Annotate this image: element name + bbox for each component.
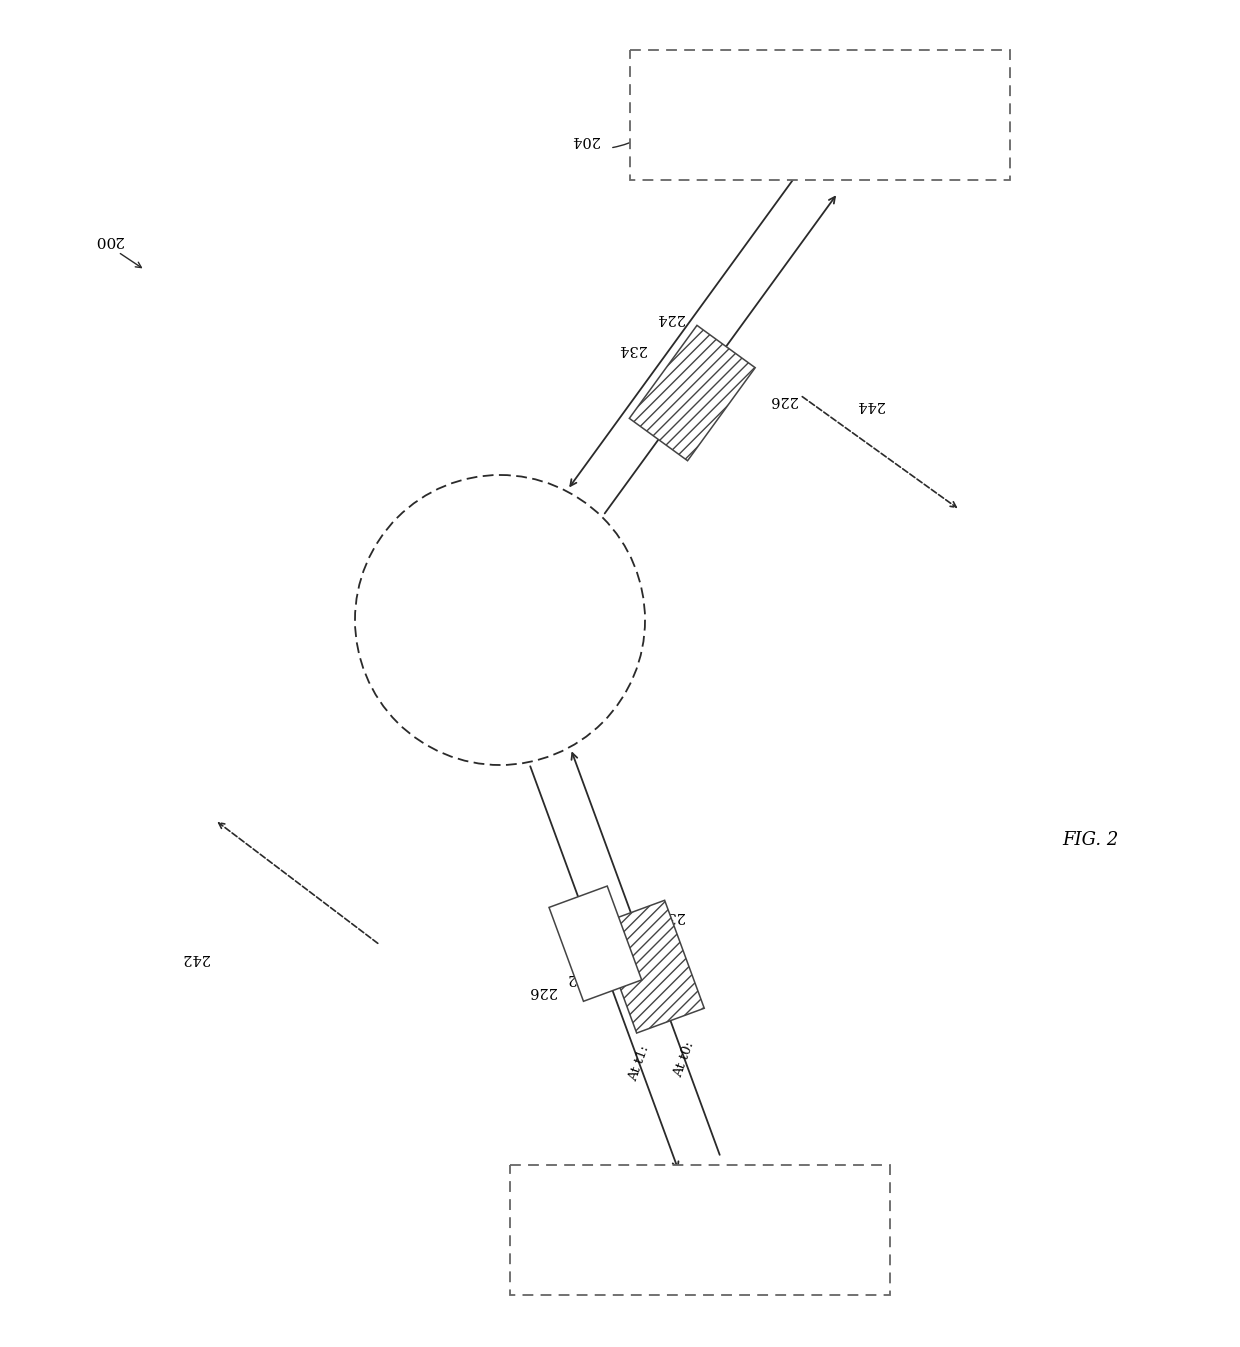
Text: 232: 232 (567, 971, 594, 986)
Text: Device (RX1): Device (RX1) (766, 128, 873, 145)
Bar (510, 1165, 890, 1294)
Text: At t1:: At t1: (627, 1044, 652, 1083)
Text: FIG. 2: FIG. 2 (1061, 831, 1118, 849)
Text: 200: 200 (93, 233, 123, 247)
Text: CR ACK: CR ACK (672, 369, 713, 418)
Text: 224: 224 (574, 967, 601, 981)
Text: 226: 226 (528, 983, 557, 998)
Polygon shape (630, 326, 755, 461)
Text: 244: 244 (856, 397, 884, 412)
Text: 202: 202 (531, 1208, 559, 1222)
Text: CR Req: CR Req (636, 942, 665, 991)
Polygon shape (596, 900, 704, 1033)
Circle shape (355, 475, 645, 765)
Text: Data: Data (584, 927, 606, 960)
Text: Wireless Communication: Wireless Communication (718, 89, 921, 105)
Text: 222: 222 (720, 358, 749, 372)
Text: Wireless Communication: Wireless Communication (599, 1203, 802, 1220)
Text: Device (TX1): Device (TX1) (647, 1243, 753, 1261)
Text: 236: 236 (656, 909, 684, 923)
Text: 234: 234 (618, 342, 646, 356)
Text: 210: 210 (361, 638, 389, 652)
Text: Scatterer: Scatterer (460, 612, 539, 629)
Polygon shape (549, 886, 641, 1001)
Text: 242: 242 (181, 951, 208, 964)
Bar (630, 50, 1011, 180)
Text: 204: 204 (572, 133, 599, 147)
Text: 222: 222 (649, 940, 676, 954)
Text: At t0:: At t0: (672, 1040, 697, 1079)
Text: 226: 226 (769, 392, 796, 407)
Text: 224: 224 (657, 311, 684, 325)
